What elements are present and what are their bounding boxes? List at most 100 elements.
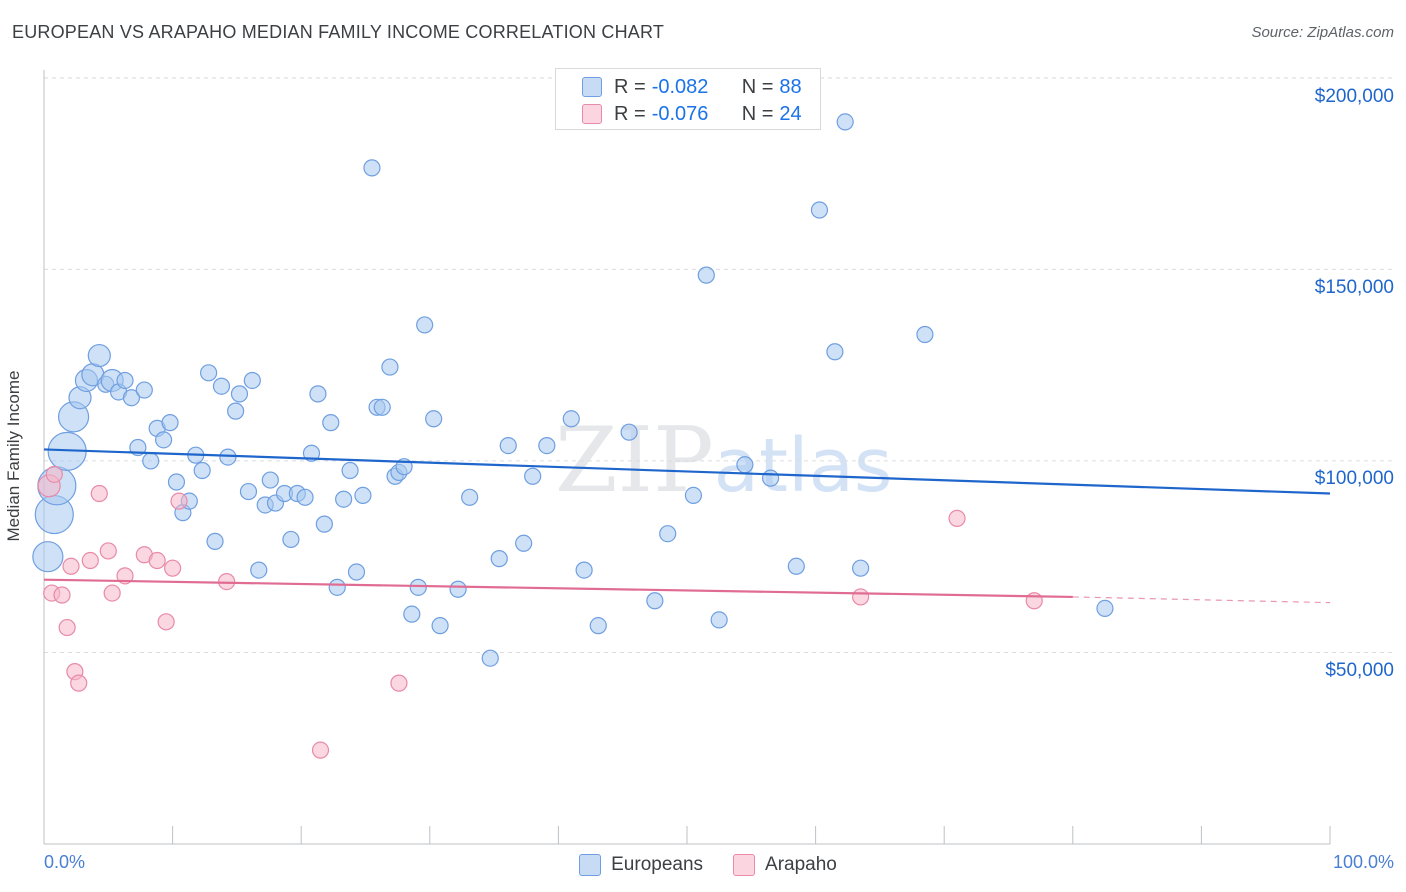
stats-legend: R = -0.082 N = 88 R = -0.076 N = 24 xyxy=(555,68,821,130)
europeans-point-15 xyxy=(135,381,153,399)
n-value: 88 xyxy=(779,75,802,98)
europeans-point-12 xyxy=(116,371,134,390)
europeans-point-60 xyxy=(425,410,443,428)
y-tick-label-100000: $100,000 xyxy=(1314,468,1394,489)
europeans-point-19 xyxy=(161,414,179,432)
europeans-point-83 xyxy=(826,343,844,361)
y-tick-label-150000: $150,000 xyxy=(1314,277,1394,298)
r-value: -0.082 xyxy=(651,75,709,98)
europeans-point-68 xyxy=(524,467,542,485)
legend-item-arapaho[interactable]: Arapaho xyxy=(733,851,837,879)
arapaho-point-10 xyxy=(99,542,117,560)
europeans-point-66 xyxy=(499,437,517,455)
europeans-point-82 xyxy=(810,201,829,219)
r-label: R = xyxy=(614,102,646,125)
europeans-point-74 xyxy=(646,592,664,610)
arapaho-point-20 xyxy=(390,674,408,692)
europeans-point-72 xyxy=(589,617,607,635)
europeans-point-42 xyxy=(309,385,327,403)
europeans-point-65 xyxy=(490,550,508,568)
europeans-point-33 xyxy=(250,561,268,579)
series-legend: Europeans Arapaho xyxy=(0,851,1406,879)
europeans-point-46 xyxy=(335,490,353,508)
europeans-point-40 xyxy=(296,488,314,506)
europeans-point-69 xyxy=(538,437,556,455)
europeans-point-43 xyxy=(315,515,333,533)
europeans-point-63 xyxy=(461,488,479,506)
europeans-point-70 xyxy=(562,410,580,428)
europeans-point-44 xyxy=(322,414,340,432)
arapaho-point-21 xyxy=(852,588,870,606)
x-tick-label-min: 0.0% xyxy=(44,852,86,872)
europeans-point-27 xyxy=(212,377,231,395)
europeans-point-48 xyxy=(347,563,366,581)
europeans-point-87 xyxy=(1096,599,1114,618)
europeans-point-52 xyxy=(373,398,391,416)
europeans-point-50 xyxy=(363,159,381,177)
arapaho-trend-extension xyxy=(1072,596,1331,604)
y-axis-label: Median Family Income xyxy=(4,370,23,542)
europeans-point-59 xyxy=(416,316,434,334)
europeans-point-29 xyxy=(227,402,245,420)
legend-item-europeans[interactable]: Europeans xyxy=(579,851,703,879)
arapaho-point-12 xyxy=(116,567,134,585)
europeans-trend-line xyxy=(43,448,1331,495)
europeans-point-62 xyxy=(449,580,467,598)
europeans-point-8 xyxy=(87,343,111,368)
stats-row-europeans: R = -0.082 N = 88 xyxy=(582,75,802,99)
arapaho-point-9 xyxy=(90,484,108,503)
legend-label-europeans: Europeans xyxy=(611,854,704,875)
europeans-point-57 xyxy=(403,605,421,623)
europeans-point-58 xyxy=(409,578,427,596)
arapaho-trend-line xyxy=(43,578,1073,599)
arapaho-point-15 xyxy=(157,613,175,631)
arapaho-point-3 xyxy=(53,586,71,604)
r-value: -0.076 xyxy=(651,102,709,125)
europeans-point-41 xyxy=(302,444,321,462)
europeans-point-20 xyxy=(167,473,186,491)
europeans-point-76 xyxy=(684,486,703,504)
r-label: R = xyxy=(614,75,646,98)
europeans-point-35 xyxy=(261,471,279,489)
europeans-point-79 xyxy=(736,456,754,474)
europeans-point-18 xyxy=(154,431,173,449)
arapaho-point-17 xyxy=(170,492,188,510)
europeans-swatch xyxy=(582,77,602,97)
europeans-point-75 xyxy=(659,525,677,543)
arapaho-point-4 xyxy=(58,618,76,637)
europeans-point-77 xyxy=(697,266,715,284)
europeans-point-25 xyxy=(200,364,218,382)
europeans-legend-swatch xyxy=(579,854,602,876)
n-value: 24 xyxy=(779,102,802,125)
arapaho-legend-swatch xyxy=(733,854,756,876)
europeans-point-31 xyxy=(239,482,258,501)
europeans-point-26 xyxy=(206,532,224,550)
europeans-point-0 xyxy=(32,541,64,573)
europeans-point-24 xyxy=(193,461,211,480)
arapaho-point-8 xyxy=(81,551,99,570)
europeans-point-45 xyxy=(328,578,346,596)
europeans-point-32 xyxy=(243,371,261,390)
arapaho-point-5 xyxy=(62,557,80,575)
y-tick-label-50000: $50,000 xyxy=(1325,660,1394,681)
europeans-point-81 xyxy=(787,557,805,575)
source-label: Source: ZipAtlas.com xyxy=(1251,24,1394,41)
europeans-point-67 xyxy=(515,534,533,552)
europeans-point-28 xyxy=(219,448,237,466)
europeans-point-53 xyxy=(381,358,399,376)
europeans-point-84 xyxy=(836,113,854,131)
europeans-point-61 xyxy=(431,617,449,635)
arapaho-point-16 xyxy=(164,559,182,577)
arapaho-point-22 xyxy=(948,509,966,527)
arapaho-point-1 xyxy=(45,465,63,483)
x-tick-label-max: 100.0% xyxy=(1332,852,1394,872)
y-tick-label-200000: $200,000 xyxy=(1314,86,1394,107)
legend-label-arapaho: Arapaho xyxy=(765,854,837,875)
chart-title: EUROPEAN VS ARAPAHO MEDIAN FAMILY INCOME… xyxy=(12,22,665,42)
europeans-point-78 xyxy=(710,611,728,629)
arapaho-point-19 xyxy=(311,741,330,759)
n-label: N = xyxy=(741,102,774,125)
europeans-point-86 xyxy=(916,325,934,344)
europeans-point-64 xyxy=(481,649,499,667)
